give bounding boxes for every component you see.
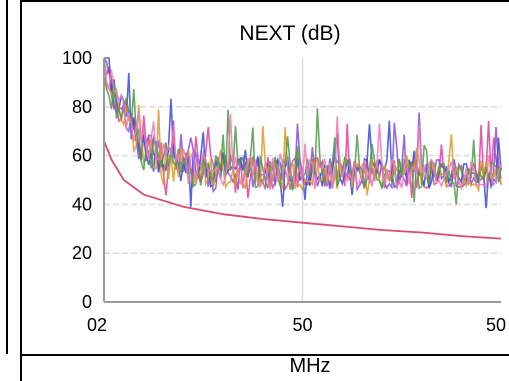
axes bbox=[103, 58, 501, 303]
x-tick-label: 50 bbox=[486, 315, 506, 335]
chart-title: NEXT (dB) bbox=[239, 22, 340, 45]
limit-line bbox=[103, 140, 502, 240]
x-tick-label: 50 bbox=[292, 315, 312, 335]
y-tick-label: 20 bbox=[72, 243, 92, 263]
x-tick-labels: 02 50 50 bbox=[87, 315, 506, 335]
limit-line-group bbox=[103, 140, 502, 240]
x-axis-label: MHz bbox=[289, 355, 330, 377]
x-tick-label: 02 bbox=[87, 315, 107, 335]
y-tick-label: 40 bbox=[72, 194, 92, 214]
y-tick-labels: 0 20 40 60 80 100 bbox=[62, 48, 92, 312]
panel-bottom-edge bbox=[20, 354, 509, 356]
noise-series-group bbox=[103, 57, 502, 209]
y-tick-label: 100 bbox=[62, 48, 92, 68]
y-tick-label: 80 bbox=[72, 97, 92, 117]
chart-panel bbox=[20, 0, 509, 381]
y-tick-label: 60 bbox=[72, 146, 92, 166]
left-panel-edge bbox=[0, 0, 8, 354]
y-tick-label: 0 bbox=[82, 292, 92, 312]
noise-series-line bbox=[103, 57, 502, 190]
